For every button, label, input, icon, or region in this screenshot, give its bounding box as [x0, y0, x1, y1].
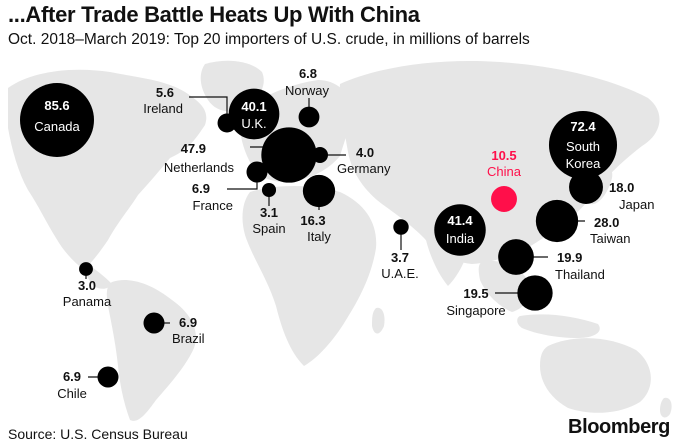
country-label-brazil: Brazil [172, 331, 205, 346]
value-label-south-korea: 72.4 [570, 119, 596, 134]
country-label-netherlands: Netherlands [164, 160, 235, 175]
country-label-china: China [487, 164, 522, 179]
country-label-panama: Panama [63, 294, 112, 309]
value-label-canada: 85.6 [44, 98, 69, 113]
bubble-norway [298, 106, 320, 128]
bubble-taiwan [535, 199, 579, 243]
country-label-canada: Canada [34, 119, 80, 134]
value-label-china: 10.5 [491, 148, 516, 163]
land-new-zealand [660, 397, 672, 418]
value-label-u-a-e: 3.7 [391, 250, 409, 265]
bubble-labels: 85.6 Canada 72.4 South Korea 47.9 Netherlands 4… [34, 66, 654, 401]
chart-subtitle: Oct. 2018–March 2019: Top 20 importers o… [8, 31, 530, 48]
value-label-thailand: 19.9 [557, 250, 582, 265]
country-label-taiwan: Taiwan [590, 231, 630, 246]
source-note: Source: U.S. Census Bureau [8, 426, 188, 442]
bubble-chile [97, 366, 119, 388]
land-south-america [106, 280, 196, 421]
country-label-u-a-e: U.A.E. [381, 266, 419, 281]
country-label-india: India [446, 231, 475, 246]
bubble-u-a-e [393, 219, 409, 235]
value-label-panama: 3.0 [78, 278, 96, 293]
land-madagascar [372, 307, 385, 334]
bubble-italy [302, 174, 336, 208]
land-australia [540, 338, 651, 413]
bubble-india [434, 204, 486, 256]
country-label-spain: Spain [252, 221, 285, 236]
value-label-taiwan: 28.0 [594, 215, 619, 230]
country-label-japan: Japan [619, 197, 654, 212]
value-label-u-k: 40.1 [241, 99, 266, 114]
value-label-netherlands: 47.9 [181, 141, 206, 156]
bubbles [20, 83, 618, 388]
country-label-chile: Chile [57, 386, 87, 401]
country-label-italy: Italy [307, 229, 331, 244]
country-label-norway: Norway [285, 83, 330, 98]
value-label-germany: 4.0 [356, 145, 374, 160]
country-label-u-k: U.K. [241, 116, 266, 131]
country-label-france: France [193, 198, 233, 213]
value-label-chile: 6.9 [63, 369, 81, 384]
country-label-south-korea-line2: Korea [566, 156, 601, 171]
chart-title: ...After Trade Battle Heats Up With Chin… [8, 2, 420, 27]
value-label-spain: 3.1 [260, 205, 278, 220]
bubble-ireland [217, 113, 237, 133]
bubble-netherlands [261, 127, 317, 183]
country-label-thailand: Thailand [555, 267, 605, 282]
bubble-germany [312, 147, 328, 163]
country-label-south-korea: South [566, 139, 600, 154]
bubble-france [246, 161, 268, 183]
land-africa [242, 186, 377, 366]
bubble-china [491, 186, 517, 212]
country-label-germany: Germany [337, 161, 391, 176]
value-label-italy: 16.3 [300, 213, 325, 228]
bubble-panama [79, 262, 93, 276]
bloomberg-logo: Bloomberg [568, 416, 670, 438]
value-label-norway: 6.8 [299, 66, 317, 81]
value-label-ireland: 5.6 [156, 85, 174, 100]
bubble-u-k [228, 88, 280, 140]
bubble-thailand [498, 239, 534, 275]
country-label-singapore: Singapore [446, 303, 505, 318]
value-label-france: 6.9 [192, 181, 210, 196]
bubble-spain [261, 182, 277, 198]
bubble-brazil [143, 312, 165, 334]
bubble-south-korea [548, 110, 618, 180]
value-label-singapore: 19.5 [463, 286, 488, 301]
value-label-brazil: 6.9 [179, 315, 197, 330]
value-label-japan: 18.0 [609, 180, 634, 195]
country-label-ireland: Ireland [143, 101, 183, 116]
bubble-japan [569, 170, 603, 204]
value-label-india: 41.4 [447, 213, 473, 228]
bubble-singapore [517, 275, 553, 311]
land-indonesia [517, 314, 600, 338]
bubble-canada [20, 83, 94, 157]
